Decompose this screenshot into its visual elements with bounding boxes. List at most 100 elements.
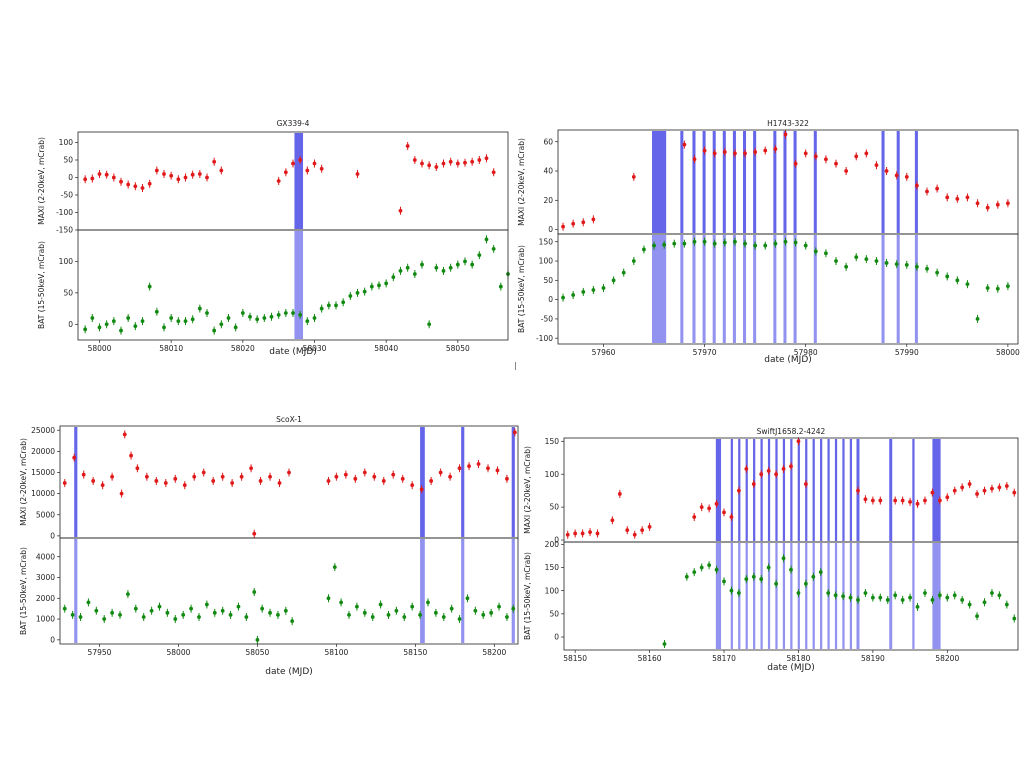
bat-data-point bbox=[498, 284, 503, 289]
maxi-data-point bbox=[427, 163, 432, 168]
maxi-data-point bbox=[455, 161, 460, 166]
y-tick-label: 0 bbox=[50, 635, 55, 644]
maxi-data-point bbox=[298, 158, 303, 162]
bat-data-point bbox=[455, 262, 460, 267]
maxi-data-point bbox=[692, 157, 697, 162]
bat-data-point bbox=[737, 591, 741, 595]
x-tick-label: 58030 bbox=[303, 344, 327, 353]
bat-data-point bbox=[684, 574, 689, 579]
chart-title: H1743-322 bbox=[767, 119, 809, 128]
observation-band bbox=[881, 235, 885, 343]
maxi-data-point bbox=[287, 470, 291, 475]
chart-svg-1: H1743-322 0 20 40 60 MAXI (2-20keV, mCrab) -10… bbox=[517, 119, 1020, 365]
bat-data-point bbox=[126, 592, 130, 597]
maxi-data-point bbox=[429, 479, 434, 483]
maxi-data-point bbox=[729, 515, 734, 519]
bat-data-point bbox=[930, 598, 935, 602]
bat-data-point bbox=[197, 306, 202, 311]
maxi-data-point bbox=[945, 195, 950, 200]
bat-data-point bbox=[260, 606, 265, 611]
observation-band bbox=[652, 131, 667, 233]
bat-data-point bbox=[248, 314, 252, 319]
observation-band bbox=[793, 235, 797, 343]
bat-data-point bbox=[212, 610, 217, 615]
x-tick-label: 58160 bbox=[638, 654, 662, 663]
maxi-data-point bbox=[312, 161, 317, 166]
bat-data-point bbox=[900, 598, 905, 602]
bat-data-point bbox=[561, 295, 565, 300]
maxi-data-point bbox=[565, 532, 570, 537]
bat-data-point bbox=[154, 309, 159, 314]
maxi-data-point bbox=[834, 161, 838, 166]
bat-data-point bbox=[240, 311, 245, 315]
maxi-data-point bbox=[90, 176, 95, 181]
maxi-data-point bbox=[625, 528, 630, 533]
bat-data-point bbox=[766, 565, 771, 570]
bat-data-point bbox=[672, 241, 677, 246]
bat-data-point bbox=[856, 598, 860, 602]
bat-data-point bbox=[908, 595, 912, 600]
bat-data-point bbox=[362, 289, 367, 294]
observation-band bbox=[783, 131, 787, 233]
maxi-data-point bbox=[144, 474, 149, 479]
maxi-data-point bbox=[743, 151, 747, 156]
x-tick-label: 57970 bbox=[693, 348, 717, 357]
bat-data-point bbox=[465, 596, 470, 601]
y-tick-label: 50 bbox=[63, 156, 73, 165]
observation-band bbox=[797, 439, 800, 541]
chart-title: ScoX-1 bbox=[276, 415, 302, 424]
bat-data-point bbox=[441, 615, 446, 619]
maxi-data-point bbox=[398, 208, 403, 213]
observation-band bbox=[896, 131, 900, 233]
maxi-data-point bbox=[176, 177, 181, 182]
bat-axis-label: BAT (15-50keV, mCrab) bbox=[523, 552, 532, 640]
y-tick-label: 0 bbox=[50, 531, 55, 540]
bat-data-point bbox=[826, 591, 831, 595]
maxi-data-point bbox=[995, 202, 1000, 207]
bat-data-point bbox=[269, 314, 274, 319]
x-tick-label: 58170 bbox=[712, 654, 736, 663]
bat-data-point bbox=[70, 613, 75, 617]
bat-data-point bbox=[420, 262, 424, 267]
observation-band bbox=[680, 131, 684, 233]
maxi-data-point bbox=[343, 472, 348, 477]
maxi-data-point bbox=[759, 472, 764, 477]
bat-data-point bbox=[441, 268, 446, 273]
maxi-data-point bbox=[773, 147, 778, 151]
maxi-data-point bbox=[448, 159, 453, 164]
maxi-data-point bbox=[491, 170, 496, 175]
bat-axis-label: BAT (15-50keV, mCrab) bbox=[19, 547, 28, 635]
x-axis-label: date (MJD) bbox=[269, 347, 317, 357]
maxi-data-point bbox=[147, 181, 152, 186]
maxi-data-point bbox=[476, 462, 481, 466]
bat-data-point bbox=[803, 581, 808, 586]
bat-data-point bbox=[189, 606, 193, 611]
observation-band bbox=[732, 131, 736, 233]
maxi-data-point bbox=[982, 488, 987, 493]
observation-band bbox=[842, 439, 845, 541]
maxi-data-point bbox=[915, 183, 919, 188]
bat-data-point bbox=[418, 613, 422, 617]
x-tick-label: 58100 bbox=[324, 648, 348, 657]
bat-data-point bbox=[162, 325, 166, 330]
maxi-data-point bbox=[960, 485, 965, 490]
observation-band bbox=[914, 235, 918, 343]
bat-data-point bbox=[276, 312, 281, 317]
maxi-data-point bbox=[707, 506, 712, 511]
maxi-data-point bbox=[682, 142, 687, 147]
y-tick-label: 150 bbox=[545, 563, 560, 572]
maxi-data-point bbox=[573, 531, 578, 536]
x-tick-label: 58050 bbox=[446, 344, 470, 353]
bat-data-point bbox=[102, 617, 107, 621]
observation-band bbox=[834, 439, 838, 541]
bat-data-point bbox=[255, 637, 260, 642]
bat-data-point bbox=[228, 613, 233, 617]
maxi-data-point bbox=[173, 476, 178, 481]
observation-band bbox=[652, 235, 667, 343]
bat-data-point bbox=[813, 249, 818, 254]
bat-data-point bbox=[319, 306, 324, 311]
bat-data-point bbox=[78, 615, 83, 619]
maxi-axis-label: MAXI (2-20keV, mCrab) bbox=[37, 137, 46, 225]
bat-data-point bbox=[290, 619, 295, 624]
maxi-data-point bbox=[252, 531, 257, 536]
